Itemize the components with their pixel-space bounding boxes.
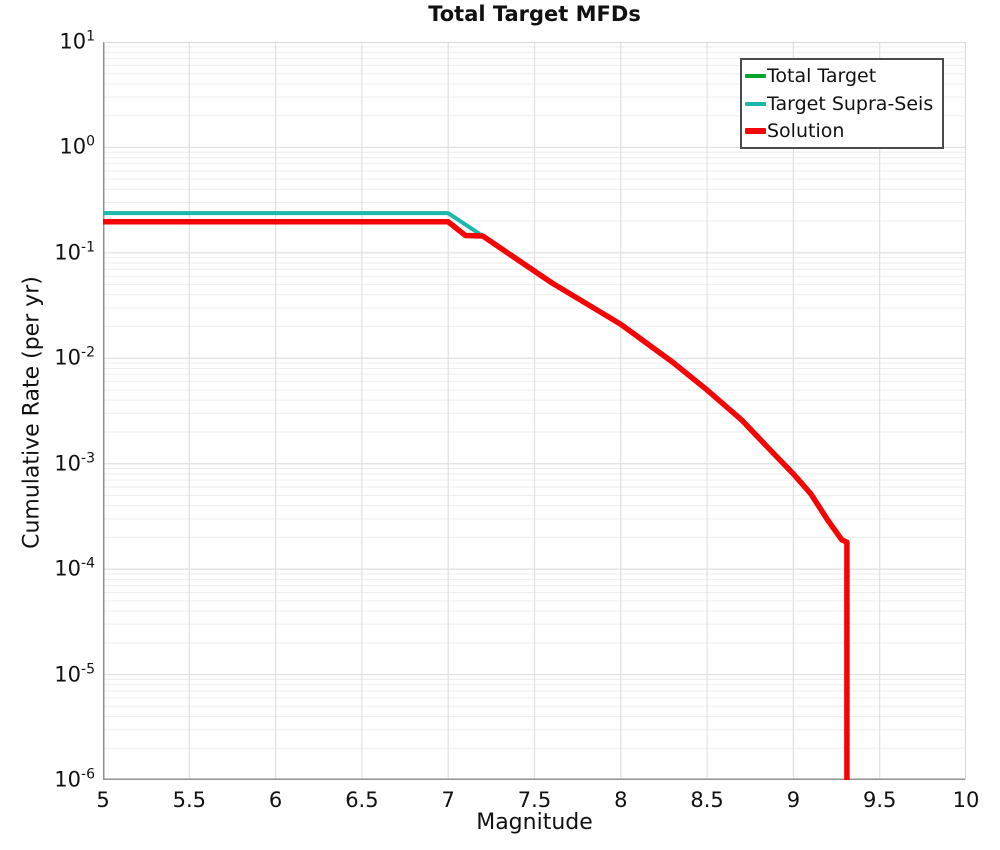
- y-tick-label: 10-6: [54, 766, 95, 792]
- y-tick-label: 10-1: [54, 239, 95, 265]
- legend-line-swatch-target-supra-seis: [745, 101, 766, 106]
- legend-label: Solution: [767, 120, 845, 143]
- x-tick-label: 9.5: [862, 788, 897, 812]
- legend-label: Target Supra-Seis: [767, 92, 934, 115]
- x-axis-title: Magnitude: [476, 810, 593, 835]
- y-tick-label: 100: [59, 133, 95, 159]
- legend-item-target-supra-seis: Target Supra-Seis: [745, 90, 940, 118]
- legend-label: Total Target: [767, 64, 877, 87]
- x-tick-label: 5: [96, 788, 110, 812]
- y-axis-title: Cumulative Rate (per yr): [19, 276, 45, 549]
- series-line-target-supra-seis: [103, 211, 849, 780]
- y-tick-label: 10-2: [54, 344, 95, 370]
- series-lines: [103, 211, 850, 780]
- x-tick-label: 7.5: [517, 788, 552, 812]
- x-tick-label: 7: [441, 788, 455, 812]
- series-line-total-target: [103, 211, 849, 780]
- y-tick-label: 101: [59, 28, 95, 54]
- legend-line-swatch-solution: [745, 128, 766, 135]
- y-tick-label: 10-4: [54, 555, 95, 581]
- series-line-solution: [103, 219, 850, 780]
- x-tick-label: 8: [614, 788, 628, 812]
- y-tick-marks: [103, 42, 104, 780]
- y-tick-label: 10-3: [54, 449, 95, 475]
- legend-item-total-target: Total Target: [745, 62, 940, 90]
- x-tick-label: 6.5: [345, 788, 379, 812]
- axes-spines: [103, 42, 966, 780]
- legend-item-solution: Solution: [745, 117, 940, 145]
- x-tick-label: 8.5: [690, 788, 724, 812]
- x-tick-label: 9: [786, 788, 801, 812]
- gridlines: [103, 42, 966, 780]
- legend-line-swatch-total-target: [745, 73, 766, 78]
- legend: Total Target Target Supra-Seis Solution: [740, 58, 944, 149]
- x-tick-label: 6: [268, 788, 283, 812]
- chart-title: Total Target MFDs: [428, 2, 641, 26]
- x-tick-label: 5.5: [172, 788, 206, 812]
- y-tick-label: 10-5: [54, 660, 95, 686]
- plot-area: [103, 42, 966, 780]
- x-tick-label: 10: [952, 788, 980, 812]
